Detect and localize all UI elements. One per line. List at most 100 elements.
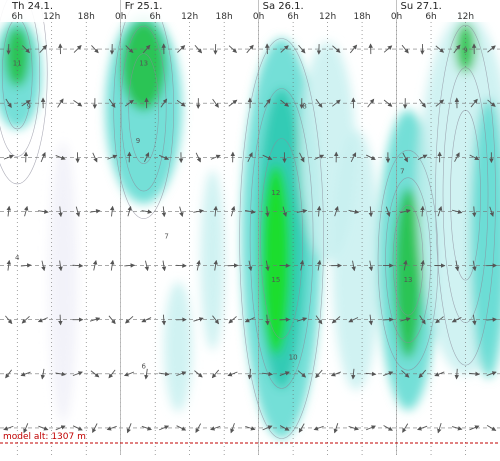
contour-ring bbox=[435, 24, 496, 366]
wind-arrow bbox=[333, 423, 339, 434]
wind-arrow bbox=[489, 206, 494, 217]
wind-arrow bbox=[247, 152, 253, 163]
contour-value-label: 8 bbox=[302, 103, 306, 111]
wind-arrow bbox=[58, 314, 63, 326]
field-blob bbox=[49, 141, 78, 422]
wind-arrow bbox=[454, 368, 460, 380]
wind-arrow bbox=[368, 260, 374, 272]
wind-arrow bbox=[296, 208, 308, 214]
contour-ring bbox=[249, 88, 314, 389]
wind-arrow bbox=[454, 260, 460, 272]
wind-arrow bbox=[420, 205, 425, 217]
wind-arrow bbox=[179, 206, 184, 217]
contour-value-label: 12 bbox=[271, 189, 280, 197]
wind-arrow bbox=[24, 205, 29, 217]
wind-arrow bbox=[383, 45, 393, 53]
wind-arrow bbox=[21, 315, 30, 324]
wind-arrow bbox=[331, 316, 341, 324]
header-band bbox=[0, 0, 500, 22]
wind-arrow bbox=[487, 99, 496, 107]
wind-arrow bbox=[367, 98, 375, 108]
wind-arrow bbox=[212, 315, 219, 325]
hour-tick-label: 18h bbox=[78, 12, 95, 22]
wind-arrow bbox=[350, 152, 357, 162]
wind-arrow bbox=[435, 316, 444, 324]
wind-arrow bbox=[159, 154, 170, 160]
contour-value-label: 13 bbox=[404, 276, 413, 284]
wind-arrow bbox=[90, 370, 100, 378]
wind-arrow bbox=[195, 152, 201, 163]
contour-value-label: 9 bbox=[136, 137, 140, 145]
wind-arrow bbox=[351, 368, 356, 380]
wind-arrow bbox=[330, 371, 342, 377]
hour-tick-label: 18h bbox=[216, 12, 233, 22]
wind-arrow bbox=[55, 371, 67, 377]
wind-arrow bbox=[419, 315, 426, 325]
wind-arrow bbox=[144, 368, 149, 380]
wind-arrow bbox=[40, 152, 46, 163]
wind-arrow bbox=[334, 205, 339, 217]
wind-arrow bbox=[316, 205, 322, 217]
contour-ring bbox=[120, 25, 167, 192]
wind-arrow bbox=[141, 209, 153, 214]
wind-arrow bbox=[401, 370, 410, 378]
wind-arrow bbox=[195, 423, 202, 433]
wind-arrow bbox=[41, 260, 46, 272]
wind-arrow bbox=[486, 317, 498, 322]
field-blob bbox=[332, 130, 381, 391]
wind-arrow bbox=[228, 99, 238, 107]
wind-arrow bbox=[144, 152, 150, 163]
wind-arrow bbox=[211, 369, 220, 379]
wind-arrow bbox=[210, 425, 221, 431]
wind-arrow bbox=[92, 152, 98, 163]
wind-arrow bbox=[351, 260, 356, 272]
wind-arrow bbox=[20, 263, 32, 268]
wind-arrow bbox=[89, 317, 101, 322]
wind-arrow bbox=[144, 260, 150, 272]
wind-arrow bbox=[3, 154, 14, 160]
wind-arrow bbox=[470, 98, 478, 108]
wind-arrow bbox=[20, 371, 31, 377]
wind-arrow bbox=[280, 45, 289, 53]
wind-arrow bbox=[213, 259, 218, 271]
contour-value-label: 4 bbox=[15, 254, 20, 262]
wind-arrow bbox=[435, 45, 445, 53]
contour-ring bbox=[113, 0, 174, 219]
wind-arrow bbox=[382, 317, 394, 322]
contour-ring bbox=[128, 53, 159, 164]
contour-value-label: 13 bbox=[139, 59, 148, 67]
wind-arrow bbox=[349, 44, 358, 54]
wind-arrow bbox=[400, 208, 411, 214]
wind-arrow bbox=[159, 425, 170, 431]
wind-arrow bbox=[383, 425, 393, 431]
wind-arrow bbox=[212, 98, 219, 108]
wind-arrow bbox=[57, 98, 64, 108]
wind-arrow bbox=[332, 99, 341, 107]
field-blob bbox=[5, 26, 30, 87]
wind-arrow bbox=[177, 45, 186, 53]
wind-arrow bbox=[194, 45, 203, 54]
wind-arrow bbox=[297, 370, 307, 378]
wind-arrow bbox=[6, 205, 12, 217]
wind-arrow bbox=[471, 206, 477, 218]
wind-arrow bbox=[365, 371, 377, 377]
hour-tick-label: 12h bbox=[43, 12, 60, 22]
wind-arrow bbox=[161, 206, 167, 218]
contour-ring bbox=[0, 0, 48, 185]
wind-arrow bbox=[126, 423, 132, 434]
wind-arrow bbox=[420, 259, 425, 271]
field-blob bbox=[200, 170, 225, 351]
contour-value-label: 15 bbox=[271, 276, 280, 284]
wind-arrow bbox=[263, 98, 271, 108]
wind-arrow bbox=[92, 423, 98, 434]
wind-arrow bbox=[125, 45, 134, 54]
field-blob bbox=[164, 281, 193, 412]
wind-arrow bbox=[89, 209, 101, 214]
wind-arrow bbox=[348, 426, 359, 431]
day-label: Sa 26.1. bbox=[263, 1, 304, 12]
wind-arrow bbox=[73, 99, 83, 107]
wind-arrow bbox=[247, 368, 253, 380]
wind-arrow bbox=[72, 425, 83, 431]
wind-arrow bbox=[227, 371, 238, 377]
